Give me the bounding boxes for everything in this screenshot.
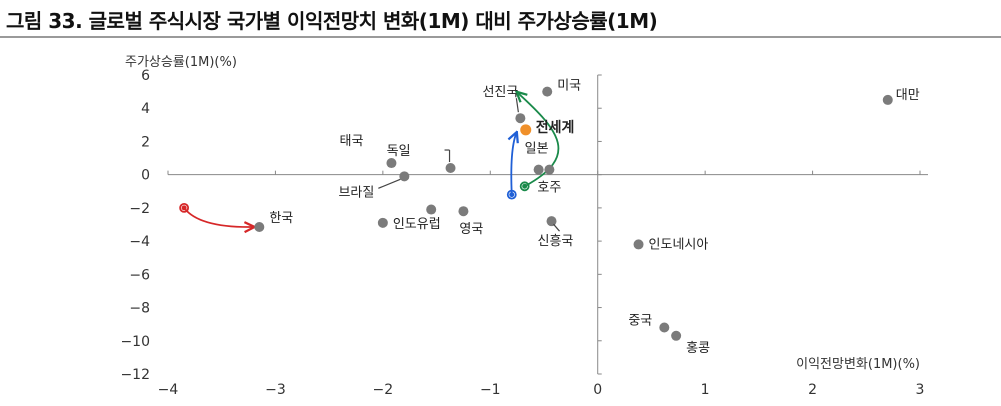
trail-arrow-0 (183, 207, 253, 227)
y-tick-label: −8 (129, 301, 150, 317)
point-label: 대만 (896, 88, 920, 103)
y-tick-label: −12 (120, 367, 150, 383)
point-label: 신흥국 (538, 234, 574, 249)
x-tick-label: −2 (373, 382, 394, 398)
leader-line (553, 223, 560, 232)
trail-start-dot (181, 205, 187, 211)
data-point (533, 164, 544, 175)
y-tick-label: −2 (129, 201, 150, 217)
trail-arrow-2 (517, 93, 560, 188)
trail-start-dot (509, 192, 515, 198)
point-label: 영국 (459, 222, 483, 237)
x-axis-title: 이익전망변화(1M)(%) (796, 357, 920, 372)
point-label: 독일 (387, 144, 411, 159)
data-point (882, 94, 893, 105)
data-point (254, 221, 265, 232)
point-label: 홍콩 (686, 341, 710, 356)
data-point (458, 206, 469, 217)
point-label: 중국 (628, 313, 652, 328)
x-tick-label: −3 (265, 382, 286, 398)
x-tick-label: 3 (916, 382, 925, 398)
data-point (542, 86, 553, 97)
data-point (546, 216, 557, 227)
data-point (659, 322, 670, 333)
leader-line (378, 178, 401, 189)
trail-start-marker (506, 189, 517, 200)
y-tick-label: −4 (129, 234, 150, 250)
point-label: 호주 (537, 181, 561, 196)
data-point (399, 171, 410, 182)
y-tick-label: 2 (141, 134, 150, 150)
data-point (445, 163, 456, 174)
chart-title: 그림 33. 글로벌 주식시장 국가별 이익전망치 변화(1M) 대비 주가상승… (6, 9, 658, 33)
trail-start-dot (522, 183, 528, 189)
y-tick-label: −6 (129, 267, 150, 283)
point-label: 인도유럽 (393, 217, 441, 232)
y-tick-label: 0 (141, 168, 150, 184)
x-tick-label: 2 (808, 382, 817, 398)
x-tick-label: −4 (158, 382, 179, 398)
x-tick-label: −1 (480, 382, 501, 398)
data-point (426, 204, 437, 215)
data-point (671, 330, 682, 341)
trail-start-marker (179, 202, 190, 213)
leader-line (515, 98, 519, 113)
data-point (633, 239, 644, 250)
data-point (520, 124, 532, 136)
point-label: 미국 (557, 79, 581, 94)
point-label: 브라질 (338, 185, 374, 200)
point-label: 선진국 (482, 85, 518, 100)
y-axis-title: 주가상승률(1M)(%) (125, 55, 237, 70)
y-tick-label: 6 (141, 68, 150, 84)
point-label: 한국 (269, 211, 293, 226)
title-bar: 그림 33. 글로벌 주식시장 국가별 이익전망치 변화(1M) 대비 주가상승… (0, 0, 1001, 38)
point-label: 인도네시아 (649, 237, 709, 252)
trail-arrow-1 (511, 133, 516, 195)
x-tick-label: 1 (701, 382, 710, 398)
data-point (386, 158, 397, 169)
y-tick-label: −10 (120, 334, 150, 350)
trail-start-marker (519, 181, 530, 192)
data-point (515, 113, 526, 124)
point-label: 태국 (340, 134, 364, 149)
data-point (544, 164, 555, 175)
point-label: 일본 (525, 142, 549, 157)
y-tick-label: 4 (141, 101, 150, 117)
data-point (377, 217, 388, 228)
x-tick-label: 0 (593, 382, 602, 398)
point-label: 전세계 (536, 119, 575, 136)
